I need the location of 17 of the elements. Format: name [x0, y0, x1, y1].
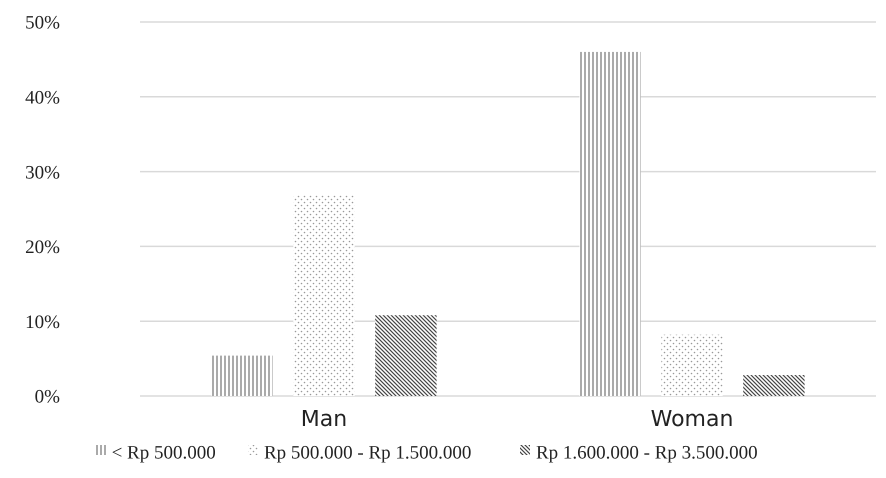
- y-tick-label: 40%: [25, 87, 60, 108]
- bar: [579, 52, 641, 396]
- bar: [743, 375, 805, 396]
- x-tick-label: Man: [300, 407, 348, 432]
- y-tick-label: 20%: [25, 237, 60, 258]
- bar: [293, 196, 355, 396]
- bar: [211, 356, 273, 396]
- y-tick-label: 10%: [25, 312, 60, 333]
- bar: [375, 315, 437, 396]
- bar: [661, 334, 723, 396]
- x-tick-label: Woman: [650, 407, 734, 432]
- y-tick-label: 50%: [25, 12, 60, 34]
- legend-label: < Rp 500.000: [112, 442, 216, 464]
- legend-label: Rp 500.000 - Rp 1.500.000: [264, 442, 472, 464]
- y-tick-label: 30%: [25, 162, 60, 184]
- y-tick-label: 0%: [34, 386, 60, 408]
- legend-label: Rp 1.600.000 - Rp 3.500.000: [536, 442, 758, 464]
